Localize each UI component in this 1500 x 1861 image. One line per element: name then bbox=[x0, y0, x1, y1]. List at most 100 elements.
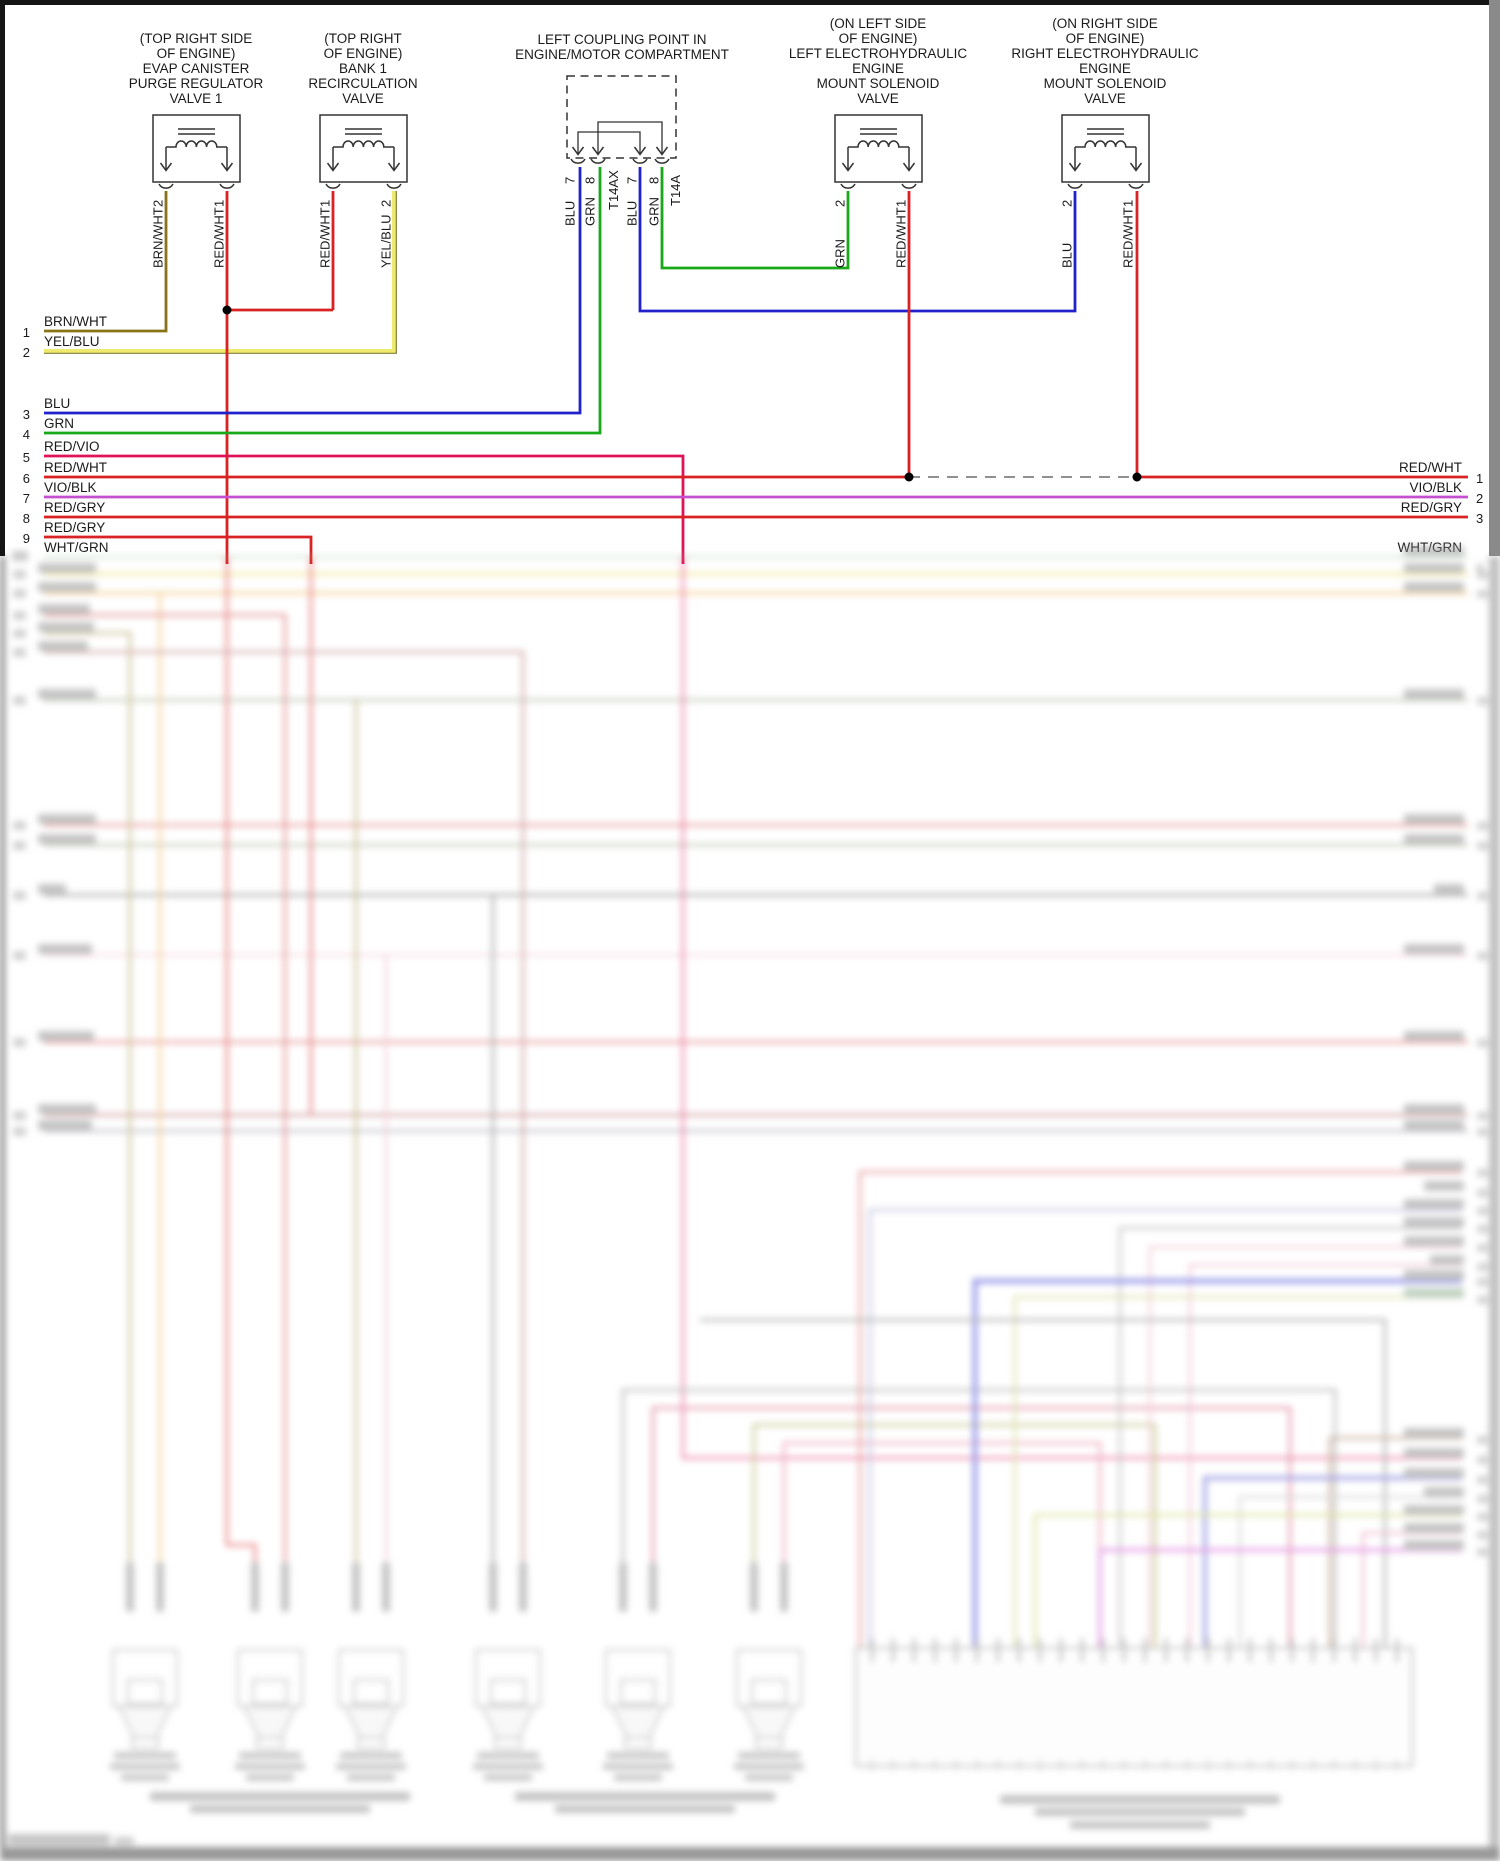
wire-name-label: RED/WHT bbox=[894, 207, 909, 268]
blurred-right-labels bbox=[1404, 546, 1488, 1556]
row-number: 2 bbox=[1476, 491, 1483, 506]
blurred-left-labels bbox=[12, 551, 96, 1136]
component-label: (ON LEFT SIDE bbox=[830, 16, 927, 31]
component-label: ENGINE bbox=[1079, 61, 1131, 76]
wire-name-label: BLU bbox=[625, 201, 640, 226]
wire-name-label: RED/WHT bbox=[318, 207, 333, 268]
wire-grn-to-left-solenoid bbox=[660, 167, 850, 270]
wire-name-label: BLU bbox=[563, 201, 578, 226]
blurred-injectors bbox=[110, 1562, 804, 1781]
junction-dot bbox=[1132, 472, 1142, 482]
wire-red-wht-evap bbox=[225, 191, 335, 564]
component-label: VALVE bbox=[857, 91, 899, 106]
row-label: RED/WHT bbox=[44, 460, 107, 475]
wire-grn-row4 bbox=[44, 167, 602, 435]
row-label: GRN bbox=[44, 416, 74, 431]
pin-number: 2 bbox=[1060, 200, 1075, 207]
pin-number: 1 bbox=[212, 200, 227, 207]
component-label: (ON RIGHT SIDE bbox=[1052, 16, 1158, 31]
pin-number: 7 bbox=[563, 177, 578, 184]
row-number: 8 bbox=[23, 511, 30, 526]
row-number: 6 bbox=[23, 471, 30, 486]
junction-dot bbox=[222, 305, 232, 315]
wire-yel-blu-stripe bbox=[44, 191, 397, 354]
coupling-point-symbol bbox=[566, 75, 677, 164]
wire-name-label: GRN bbox=[833, 239, 848, 268]
wire-name-label: RED/WHT bbox=[1121, 207, 1136, 268]
row-label: VIO/BLK bbox=[1409, 480, 1462, 495]
wire-red-vio-row5 bbox=[44, 454, 685, 564]
component-label: VALVE 1 bbox=[170, 91, 223, 106]
blurred-wires bbox=[44, 555, 1468, 1648]
wire-name-label: GRN bbox=[583, 197, 598, 226]
row-number: 4 bbox=[1476, 560, 1483, 575]
component-label: MOUNT SOLENOID bbox=[817, 76, 940, 91]
component-label: OF ENGINE) bbox=[1066, 31, 1145, 46]
pin-number: 2 bbox=[833, 200, 848, 207]
pin-number: 7 bbox=[625, 177, 640, 184]
component-label: VALVE bbox=[342, 91, 384, 106]
row-label: RED/GRY bbox=[44, 500, 105, 515]
row-number: 3 bbox=[1476, 511, 1483, 526]
border-left bbox=[0, 5, 5, 556]
wire-yel-blu bbox=[44, 191, 396, 353]
pin-number: 8 bbox=[583, 177, 598, 184]
component-label: MOUNT SOLENOID bbox=[1044, 76, 1167, 91]
wire-name-label: BRN/WHT bbox=[151, 207, 166, 268]
row-label: RED/WHT bbox=[1399, 460, 1462, 475]
wire-red-gry-row9 bbox=[44, 535, 313, 564]
row-label: BLU bbox=[44, 396, 70, 411]
component-label: OF ENGINE) bbox=[157, 46, 236, 61]
component-label: RIGHT ELECTROHYDRAULIC bbox=[1011, 46, 1199, 61]
component-label: RECIRCULATION bbox=[308, 76, 417, 91]
row-label: VIO/BLK bbox=[44, 480, 97, 495]
row-number: 1 bbox=[1476, 471, 1483, 486]
pin-number: 2 bbox=[379, 200, 394, 207]
wire-name-label: RED/WHT bbox=[212, 207, 227, 268]
wire-name-label: GRN bbox=[647, 197, 662, 226]
pin-number: 1 bbox=[894, 200, 909, 207]
component-label: (TOP RIGHT bbox=[324, 31, 402, 46]
row-number: 9 bbox=[23, 531, 30, 546]
component-label: OF ENGINE) bbox=[324, 46, 403, 61]
blurred-control-module-connector bbox=[854, 1638, 1414, 1770]
row-label: YEL/BLU bbox=[44, 334, 100, 349]
row-label: RED/VIO bbox=[44, 439, 100, 454]
row-label: RED/GRY bbox=[44, 520, 105, 535]
component-label: PURGE REGULATOR bbox=[129, 76, 264, 91]
blurred-captions bbox=[8, 1792, 1280, 1845]
component-label: LEFT ELECTROHYDRAULIC bbox=[789, 46, 968, 61]
wire-name-label: YEL/BLU bbox=[379, 215, 394, 268]
junction-dot bbox=[904, 472, 914, 482]
row-label: WHT/GRN bbox=[44, 540, 109, 555]
component-label: VALVE bbox=[1084, 91, 1126, 106]
row-number: 3 bbox=[23, 407, 30, 422]
row-label: BRN/WHT bbox=[44, 314, 107, 329]
component-label: ENGINE bbox=[852, 61, 904, 76]
connector-name-label: T14AX bbox=[606, 170, 621, 210]
row-number: 2 bbox=[23, 345, 30, 360]
row-number: 7 bbox=[23, 491, 30, 506]
row-label: RED/GRY bbox=[1401, 500, 1462, 515]
row-number: 5 bbox=[23, 450, 30, 465]
component-label: BANK 1 bbox=[339, 61, 387, 76]
pin-number: 8 bbox=[647, 177, 662, 184]
border-top bbox=[0, 0, 1500, 5]
component-label: (TOP RIGHT SIDE bbox=[140, 31, 253, 46]
wire-name-label: BLU bbox=[1060, 243, 1075, 268]
pin-number: 1 bbox=[318, 200, 333, 207]
component-label: EVAP CANISTER bbox=[143, 61, 250, 76]
connector-name-label: T14A bbox=[668, 175, 683, 206]
component-label: OF ENGINE) bbox=[839, 31, 918, 46]
pin-number: 1 bbox=[1121, 200, 1136, 207]
row-number: 1 bbox=[23, 325, 30, 340]
border-right bbox=[1489, 0, 1500, 556]
pin-number: 2 bbox=[151, 200, 166, 207]
wire-blu-to-right-solenoid bbox=[638, 167, 1077, 313]
row-number: 4 bbox=[23, 427, 30, 442]
wire-blu-row3 bbox=[44, 167, 582, 415]
wire-brn-wht bbox=[44, 191, 168, 333]
component-label: ENGINE/MOTOR COMPARTMENT bbox=[515, 47, 729, 62]
